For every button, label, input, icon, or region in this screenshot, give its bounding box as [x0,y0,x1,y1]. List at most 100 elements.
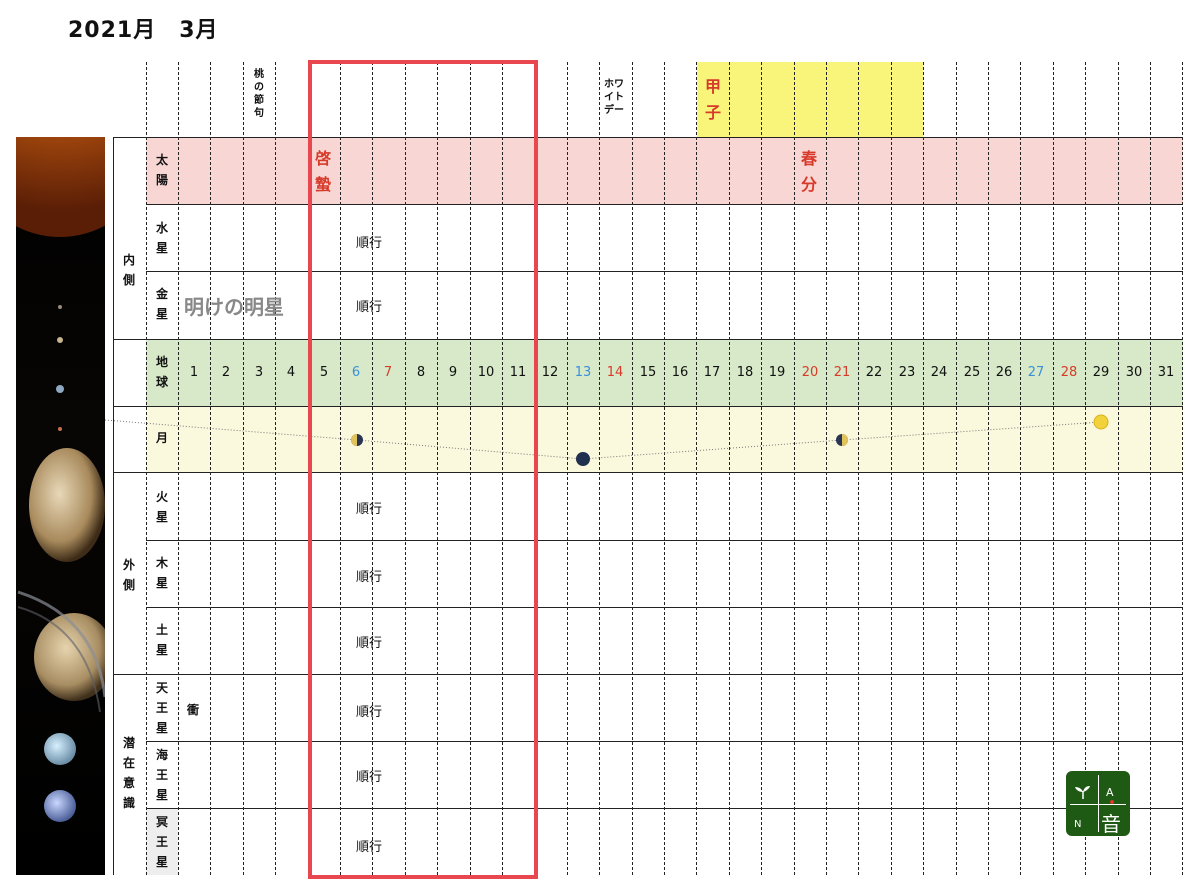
grid-column-line [275,62,276,875]
mercury-note: 順行 [356,236,383,251]
day-number: 6 [351,365,361,380]
logo-letter-n: N [1074,819,1082,830]
grid-column-line [1118,62,1119,875]
day-number: 10 [477,365,495,380]
day-number: 30 [1125,365,1143,380]
grid-column-line [632,62,633,875]
logo-letter-a: A [1106,786,1114,799]
day-number: 2 [221,365,231,380]
grid-row-line [113,406,1183,407]
day-number: 9 [448,365,458,380]
grid-column-line [599,62,600,875]
grid-column-line [372,62,373,875]
event-kinoene: 甲子 [704,77,721,122]
grid-column-line [794,62,795,875]
grid-row-line [146,540,1183,541]
grid-column-line [923,62,924,875]
neptune-note: 順行 [356,770,383,785]
grid-column-line [1053,62,1054,875]
grid-column-line [1085,62,1086,875]
grid-column-line [243,62,244,875]
kinoene-band [697,62,923,137]
grid-column-line [826,62,827,875]
grid-column-line [729,62,730,875]
day-number: 11 [509,365,527,380]
day-number: 16 [671,365,689,380]
day-number: 12 [541,365,559,380]
solar-system-image [16,137,105,875]
mars-note: 順行 [356,502,383,517]
page-title: 2021月 3月 [68,18,219,43]
moon-phase-path [104,419,1102,460]
event-momo-no-sekku: 桃の節句 [254,69,264,119]
grid-column-line [405,62,406,875]
grid-row-line [113,339,1183,340]
day-number: 18 [736,365,754,380]
logo: A N 音 [1066,771,1130,836]
venus-morning-star-label: 明けの明星 [184,295,284,319]
row-label-uranus: 天王星 [155,681,168,735]
pluto-note: 順行 [356,840,383,855]
row-label-mars: 火星 [155,490,168,524]
row-label-saturn: 土星 [155,623,168,657]
event-white-day: ホワ イト デー [604,79,624,116]
day-number: 27 [1027,365,1045,380]
half-moon-icon [836,434,848,446]
grid-row-line [113,674,1183,675]
grid-column-line [891,62,892,875]
uranus-opposition-note: 衝 [187,703,200,717]
day-number: 7 [383,365,393,380]
grid-column-line [437,62,438,875]
saturn-note: 順行 [356,636,383,651]
jupiter-note: 順行 [356,570,383,585]
row-label-sun: 太陽 [155,153,168,187]
day-number: 31 [1157,365,1175,380]
day-number: 25 [963,365,981,380]
day-number: 28 [1060,365,1078,380]
pluto-label-band [146,808,178,875]
solar-system-illustration [16,137,105,822]
logo-dot [1110,800,1114,804]
grid-column-line [696,62,697,875]
grid-column-line [178,62,179,875]
row-label-pluto: 冥王星 [155,815,168,869]
grid-column-line [858,62,859,875]
grid-column-line [470,62,471,875]
day-number: 14 [606,365,624,380]
day-number: 26 [995,365,1013,380]
day-number: 5 [319,365,329,380]
day-number: 22 [865,365,883,380]
half-moon-icon [351,434,363,446]
uranus-note: 順行 [356,705,383,720]
event-shunbun: 春分 [800,149,817,194]
grid-column-line [210,62,211,875]
grid-row-line [146,271,1183,272]
grid-column-line [761,62,762,875]
grid-row-line [146,204,1183,205]
grid-column-line [1020,62,1021,875]
day-number: 23 [898,365,916,380]
new-moon-icon [576,452,590,466]
highlight-week-frame [308,60,538,879]
row-label-jupiter: 木星 [155,556,168,590]
day-number: 29 [1092,365,1110,380]
grid-column-line [146,62,147,875]
label-column-border [113,137,114,875]
sprout-icon [1075,786,1090,799]
grid-column-line [664,62,665,875]
day-number: 3 [254,365,264,380]
grid-column-line [567,62,568,875]
day-number: 15 [639,365,657,380]
day-number: 1 [189,365,199,380]
event-keichitsu: 啓蟄 [314,149,331,194]
day-number: 21 [833,365,851,380]
day-number: 13 [574,365,592,380]
grid-row-line [113,472,1183,473]
grid-column-line [956,62,957,875]
day-number: 24 [930,365,948,380]
grid-row-line [146,808,1183,809]
grid-row-line [146,607,1183,608]
group-subconscious-label: 潜在 意識 [122,736,135,810]
group-inner-label: 内側 [122,253,135,287]
